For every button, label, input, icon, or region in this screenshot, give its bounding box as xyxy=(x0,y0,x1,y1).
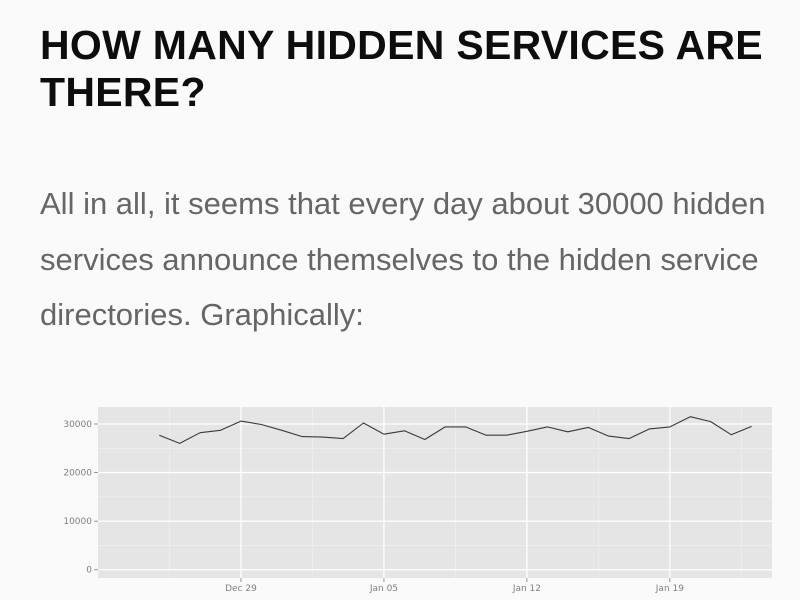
x-tick-label: Jan 19 xyxy=(655,584,684,594)
plot-panel xyxy=(98,407,772,578)
minor-grid xyxy=(98,407,772,578)
y-tick-label: 30000 xyxy=(63,420,92,430)
x-tick-label: Jan 05 xyxy=(369,584,398,594)
y-tick-label: 0 xyxy=(86,566,92,576)
y-axis: 0 10000 20000 30000 xyxy=(63,420,98,576)
intro-paragraph: All in all, it seems that every day abou… xyxy=(40,186,766,332)
page-title: HOW MANY HIDDEN SERVICES ARE THERE? xyxy=(40,22,763,115)
series-line xyxy=(159,416,752,444)
x-tick-label: Dec 29 xyxy=(225,584,257,594)
hidden-services-chart: 0 10000 20000 30000 Dec 29 Jan 05 Jan 12 Jan 1… xyxy=(63,407,772,594)
major-grid xyxy=(98,407,772,578)
x-tick-label: Jan 12 xyxy=(512,584,541,594)
y-tick-label: 20000 xyxy=(63,469,92,479)
x-axis: Dec 29 Jan 05 Jan 12 Jan 19 xyxy=(225,578,684,594)
y-tick-label: 10000 xyxy=(63,517,92,527)
